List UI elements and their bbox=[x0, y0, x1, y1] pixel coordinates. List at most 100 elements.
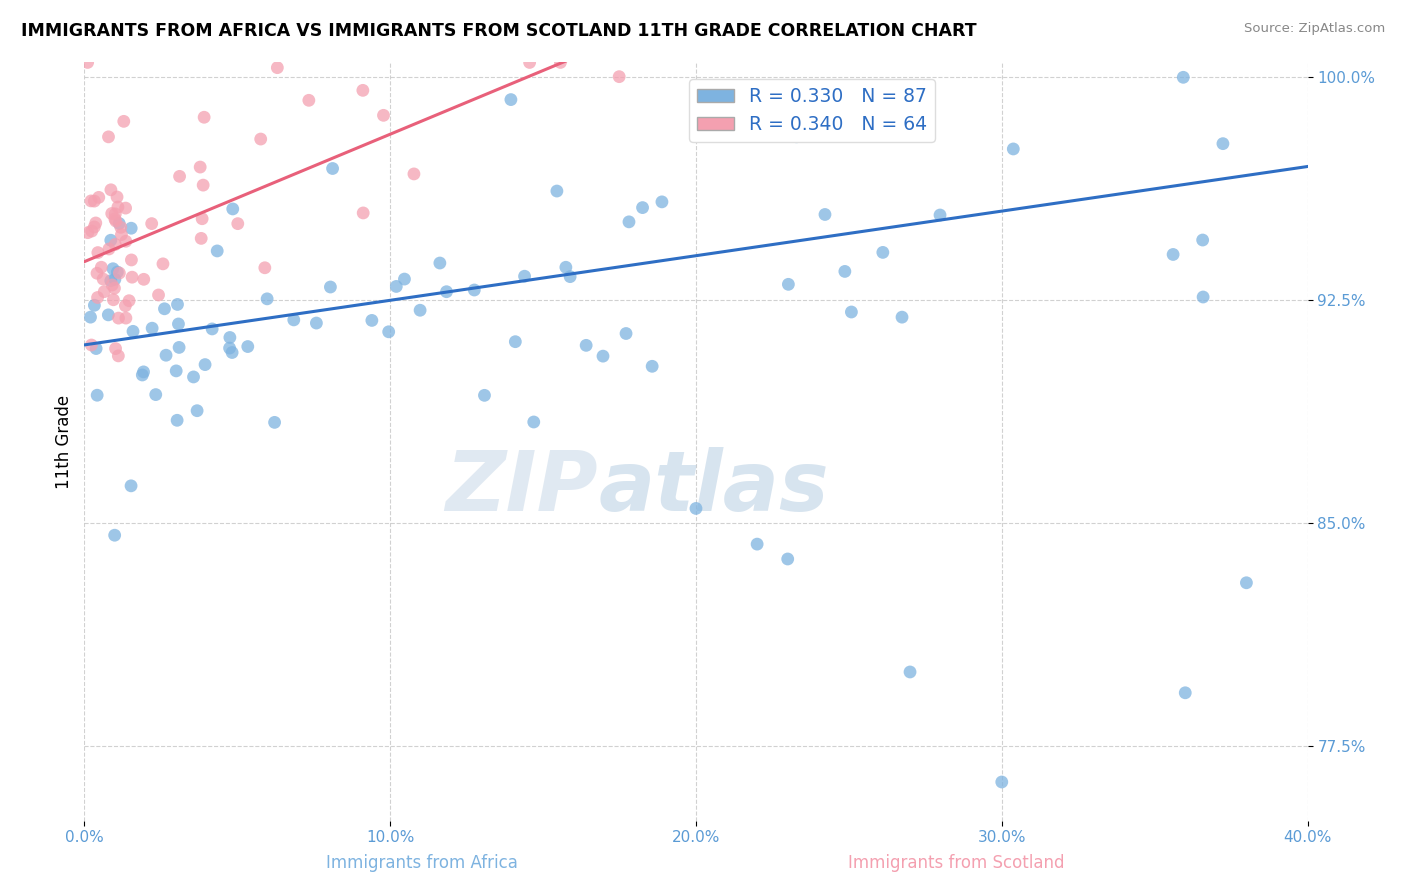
Point bbox=[222, 202, 245, 216]
Point bbox=[523, 415, 546, 429]
Point bbox=[183, 370, 205, 384]
Point bbox=[103, 281, 125, 295]
Point bbox=[93, 285, 115, 299]
Point bbox=[100, 183, 122, 197]
Point bbox=[107, 349, 129, 363]
Point bbox=[104, 272, 127, 286]
Point bbox=[592, 349, 614, 363]
Point bbox=[872, 245, 894, 260]
Point bbox=[891, 310, 914, 325]
Point bbox=[80, 224, 103, 238]
Point bbox=[100, 206, 122, 220]
Point bbox=[429, 256, 451, 270]
Point bbox=[87, 190, 110, 204]
Point bbox=[360, 313, 382, 327]
Point bbox=[558, 269, 581, 284]
Point bbox=[834, 264, 856, 278]
Legend: R = 0.330   N = 87, R = 0.340   N = 64: R = 0.330 N = 87, R = 0.340 N = 64 bbox=[689, 79, 935, 142]
Point bbox=[105, 265, 128, 279]
Point bbox=[776, 552, 799, 566]
Point bbox=[266, 61, 288, 75]
Point bbox=[499, 93, 522, 107]
Point bbox=[814, 207, 837, 221]
Point bbox=[100, 274, 122, 288]
Point bbox=[226, 217, 249, 231]
Point bbox=[108, 217, 131, 231]
Point bbox=[84, 342, 107, 356]
Point bbox=[191, 178, 214, 193]
Text: Source: ZipAtlas.com: Source: ZipAtlas.com bbox=[1244, 22, 1385, 36]
Point bbox=[298, 93, 321, 107]
Point bbox=[86, 388, 108, 402]
Point bbox=[169, 169, 191, 184]
Point bbox=[101, 277, 124, 292]
Point bbox=[617, 215, 640, 229]
Point bbox=[614, 326, 637, 341]
Point bbox=[165, 364, 187, 378]
Point bbox=[84, 216, 107, 230]
Point bbox=[519, 55, 541, 70]
Point bbox=[352, 83, 374, 97]
Point bbox=[1173, 70, 1195, 85]
Point bbox=[152, 257, 174, 271]
Point bbox=[76, 55, 98, 70]
Point bbox=[186, 403, 208, 417]
Point bbox=[1191, 233, 1213, 247]
Point bbox=[114, 234, 136, 248]
Point bbox=[114, 299, 136, 313]
Point bbox=[505, 334, 527, 349]
Point bbox=[131, 368, 153, 382]
Point bbox=[394, 272, 416, 286]
Point bbox=[283, 313, 305, 327]
Point bbox=[101, 261, 124, 276]
Point bbox=[79, 310, 101, 325]
Point bbox=[104, 214, 127, 228]
Point bbox=[118, 293, 141, 308]
Point bbox=[91, 272, 114, 286]
Point bbox=[97, 129, 120, 144]
Point bbox=[651, 194, 673, 209]
Point bbox=[263, 416, 285, 430]
Point bbox=[166, 413, 188, 427]
Point bbox=[86, 266, 108, 280]
Point bbox=[550, 55, 572, 70]
Point bbox=[373, 108, 395, 122]
Point bbox=[697, 84, 720, 98]
Point bbox=[153, 301, 176, 316]
Point bbox=[114, 201, 136, 215]
Point bbox=[141, 217, 163, 231]
Text: IMMIGRANTS FROM AFRICA VS IMMIGRANTS FROM SCOTLAND 11TH GRADE CORRELATION CHART: IMMIGRANTS FROM AFRICA VS IMMIGRANTS FRO… bbox=[21, 22, 977, 40]
Point bbox=[145, 387, 167, 401]
Text: ZIP: ZIP bbox=[446, 447, 598, 527]
Point bbox=[188, 160, 211, 174]
Text: Immigrants from Scotland: Immigrants from Scotland bbox=[848, 855, 1064, 872]
Point bbox=[120, 252, 142, 267]
Point bbox=[1192, 290, 1215, 304]
Point bbox=[463, 283, 485, 297]
Point bbox=[205, 244, 228, 258]
Point bbox=[120, 221, 142, 235]
Point bbox=[191, 211, 214, 226]
Point bbox=[253, 260, 276, 275]
Point bbox=[100, 233, 122, 247]
Text: atlas: atlas bbox=[598, 447, 828, 527]
Point bbox=[1161, 247, 1184, 261]
Point bbox=[97, 242, 120, 256]
Point bbox=[546, 184, 568, 198]
Point bbox=[786, 129, 808, 144]
Point bbox=[1174, 686, 1197, 700]
Point bbox=[474, 388, 496, 402]
Point bbox=[120, 479, 142, 493]
Point bbox=[194, 358, 217, 372]
Point bbox=[155, 348, 177, 362]
Point bbox=[929, 208, 952, 222]
Point bbox=[107, 200, 129, 214]
Point bbox=[122, 324, 145, 338]
Point bbox=[898, 665, 921, 679]
Point bbox=[87, 245, 110, 260]
Point bbox=[1002, 142, 1025, 156]
Point bbox=[132, 272, 155, 286]
Point bbox=[105, 190, 128, 204]
Point bbox=[107, 311, 129, 326]
Point bbox=[778, 277, 800, 292]
